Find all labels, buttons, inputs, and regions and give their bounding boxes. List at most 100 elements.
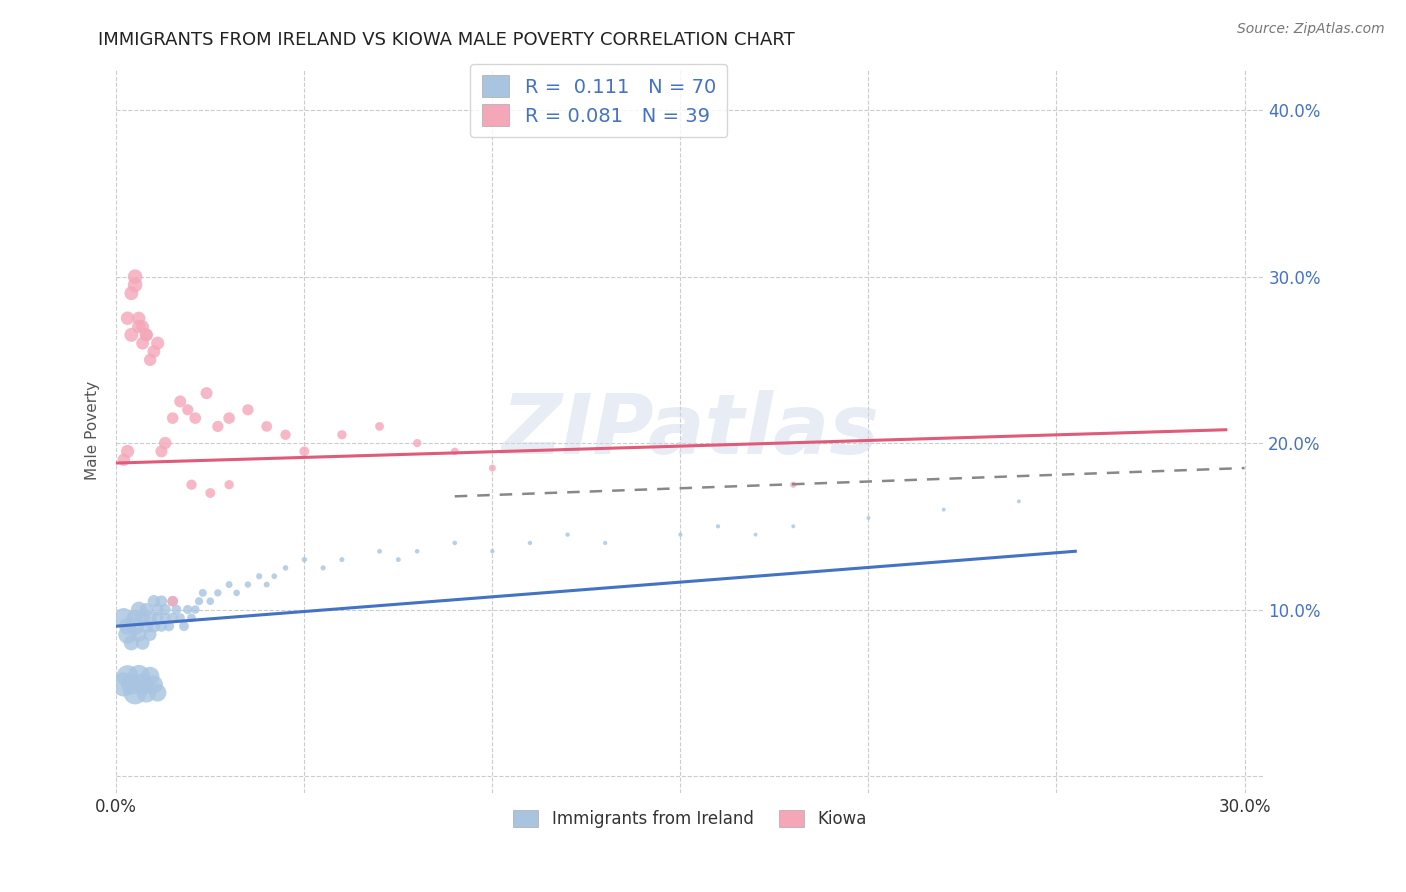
Point	[557, 527, 579, 541]
Point	[124, 611, 146, 625]
Point	[146, 602, 169, 616]
Point	[128, 627, 150, 641]
Point	[368, 419, 391, 434]
Point	[117, 619, 139, 633]
Point	[188, 594, 211, 608]
Point	[180, 477, 202, 491]
Point	[256, 577, 278, 591]
Point	[858, 511, 880, 525]
Point	[207, 419, 229, 434]
Point	[218, 577, 240, 591]
Point	[131, 677, 153, 691]
Point	[274, 561, 297, 575]
Point	[146, 611, 169, 625]
Point	[744, 527, 766, 541]
Point	[200, 486, 222, 500]
Point	[387, 552, 409, 566]
Point	[139, 611, 162, 625]
Point	[139, 352, 162, 367]
Point	[117, 669, 139, 683]
Point	[120, 636, 142, 650]
Legend: Immigrants from Ireland, Kiowa: Immigrants from Ireland, Kiowa	[506, 804, 873, 835]
Point	[274, 427, 297, 442]
Point	[218, 477, 240, 491]
Point	[150, 594, 173, 608]
Point	[184, 602, 207, 616]
Point	[1008, 494, 1031, 508]
Point	[142, 619, 165, 633]
Point	[177, 602, 200, 616]
Point	[135, 327, 157, 342]
Point	[225, 586, 247, 600]
Point	[236, 577, 259, 591]
Point	[146, 686, 169, 700]
Point	[135, 686, 157, 700]
Point	[128, 602, 150, 616]
Point	[312, 561, 335, 575]
Point	[200, 594, 222, 608]
Point	[146, 336, 169, 351]
Point	[112, 677, 135, 691]
Point	[406, 544, 429, 558]
Point	[162, 611, 184, 625]
Point	[142, 594, 165, 608]
Point	[177, 402, 200, 417]
Point	[117, 627, 139, 641]
Point	[157, 619, 180, 633]
Point	[406, 436, 429, 450]
Point	[782, 477, 804, 491]
Point	[117, 444, 139, 458]
Point	[153, 602, 176, 616]
Point	[162, 594, 184, 608]
Point	[112, 452, 135, 467]
Point	[180, 611, 202, 625]
Point	[131, 336, 153, 351]
Point	[124, 619, 146, 633]
Point	[207, 586, 229, 600]
Point	[120, 327, 142, 342]
Point	[139, 627, 162, 641]
Point	[131, 319, 153, 334]
Point	[153, 611, 176, 625]
Point	[256, 419, 278, 434]
Point	[120, 677, 142, 691]
Point	[153, 436, 176, 450]
Point	[135, 327, 157, 342]
Point	[124, 686, 146, 700]
Point	[150, 444, 173, 458]
Point	[150, 619, 173, 633]
Point	[669, 527, 692, 541]
Point	[139, 669, 162, 683]
Point	[593, 536, 616, 550]
Point	[128, 311, 150, 326]
Point	[263, 569, 285, 583]
Point	[292, 444, 315, 458]
Text: Source: ZipAtlas.com: Source: ZipAtlas.com	[1237, 22, 1385, 37]
Point	[330, 427, 353, 442]
Point	[124, 277, 146, 292]
Point	[218, 411, 240, 425]
Point	[165, 602, 187, 616]
Point	[236, 402, 259, 417]
Point	[120, 286, 142, 301]
Point	[117, 311, 139, 326]
Point	[169, 611, 191, 625]
Text: IMMIGRANTS FROM IRELAND VS KIOWA MALE POVERTY CORRELATION CHART: IMMIGRANTS FROM IRELAND VS KIOWA MALE PO…	[98, 31, 796, 49]
Point	[135, 602, 157, 616]
Point	[162, 594, 184, 608]
Point	[247, 569, 270, 583]
Point	[131, 611, 153, 625]
Text: ZIPatlas: ZIPatlas	[501, 390, 879, 471]
Point	[292, 552, 315, 566]
Point	[707, 519, 730, 533]
Point	[443, 536, 465, 550]
Point	[112, 611, 135, 625]
Point	[184, 411, 207, 425]
Point	[481, 544, 503, 558]
Point	[162, 411, 184, 425]
Point	[128, 669, 150, 683]
Point	[128, 319, 150, 334]
Point	[195, 386, 218, 401]
Point	[142, 344, 165, 359]
Point	[124, 269, 146, 284]
